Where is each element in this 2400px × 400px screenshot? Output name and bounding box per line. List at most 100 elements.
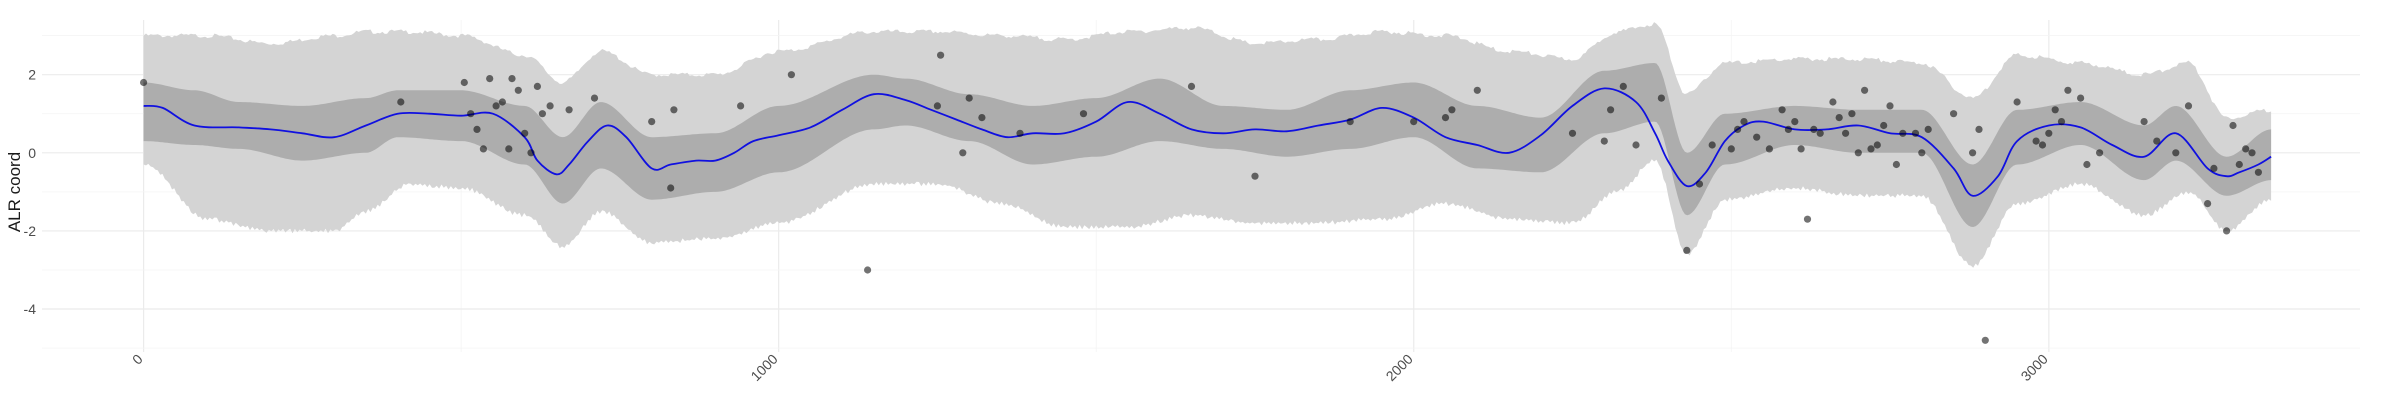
data-point bbox=[1016, 129, 1024, 137]
data-point bbox=[1607, 106, 1615, 114]
data-point bbox=[1842, 129, 1850, 137]
data-point bbox=[2248, 149, 2256, 157]
data-point bbox=[1861, 86, 1869, 94]
data-point bbox=[397, 98, 405, 106]
data-point bbox=[1708, 141, 1716, 149]
inner-confidence-band-layer bbox=[143, 63, 2272, 227]
data-point bbox=[648, 118, 656, 126]
data-point bbox=[460, 78, 468, 87]
data-point bbox=[978, 114, 986, 122]
data-point bbox=[1911, 129, 1920, 137]
data-point bbox=[2242, 145, 2250, 153]
data-point bbox=[937, 51, 945, 59]
data-point bbox=[1981, 336, 1989, 344]
y-tick-label: -2 bbox=[24, 223, 37, 239]
x-tick-label: 1000 bbox=[747, 351, 780, 384]
data-point bbox=[1695, 180, 1704, 188]
data-point bbox=[533, 82, 542, 90]
data-point bbox=[2184, 102, 2193, 110]
data-point bbox=[2064, 86, 2072, 94]
data-point bbox=[514, 86, 522, 94]
data-point bbox=[1886, 102, 1894, 110]
y-tick-label: 0 bbox=[28, 145, 36, 161]
data-point bbox=[538, 110, 547, 118]
data-point bbox=[479, 145, 487, 153]
data-point bbox=[2172, 149, 2180, 157]
data-point bbox=[505, 145, 513, 153]
data-point bbox=[1854, 149, 1862, 157]
x-tick-label: 3000 bbox=[2018, 351, 2051, 384]
data-point bbox=[933, 102, 942, 110]
data-point bbox=[2229, 121, 2237, 130]
data-point bbox=[2051, 106, 2059, 114]
data-point bbox=[1892, 160, 1900, 169]
data-point bbox=[2038, 141, 2047, 149]
data-point bbox=[2045, 129, 2053, 137]
data-point bbox=[2096, 149, 2104, 157]
data-point bbox=[1975, 125, 1983, 133]
x-tick-label: 0 bbox=[129, 351, 146, 368]
data-point bbox=[546, 102, 554, 110]
data-point bbox=[1778, 106, 1786, 114]
data-point bbox=[2204, 200, 2212, 208]
data-point bbox=[1740, 118, 1748, 126]
data-point bbox=[787, 71, 796, 79]
data-point bbox=[1251, 172, 1259, 180]
data-point bbox=[1918, 149, 1926, 157]
data-point bbox=[1873, 141, 1881, 149]
data-point bbox=[1867, 145, 1875, 153]
data-point bbox=[864, 266, 872, 274]
data-point bbox=[565, 106, 573, 114]
data-point bbox=[1079, 110, 1088, 118]
mean-line bbox=[143, 87, 2272, 197]
data-point bbox=[2032, 137, 2040, 145]
data-point bbox=[1950, 110, 1958, 118]
data-point bbox=[498, 98, 506, 106]
data-point bbox=[2140, 118, 2148, 126]
data-point bbox=[667, 184, 675, 192]
data-point bbox=[1784, 125, 1792, 133]
data-point bbox=[1753, 133, 1761, 141]
x-tick-label: 2000 bbox=[1383, 351, 1416, 384]
y-tick-label: 2 bbox=[28, 67, 36, 83]
data-point bbox=[1924, 125, 1932, 133]
data-point bbox=[959, 149, 967, 157]
data-point bbox=[1810, 125, 1818, 133]
data-point bbox=[2210, 164, 2218, 172]
data-point bbox=[1441, 114, 1450, 122]
mean-line-layer bbox=[143, 87, 2272, 197]
data-point bbox=[965, 94, 973, 102]
y-tick-label: -4 bbox=[24, 301, 37, 317]
data-point bbox=[1448, 106, 1456, 114]
data-point bbox=[1473, 86, 1481, 94]
data-point bbox=[521, 129, 529, 137]
data-point bbox=[737, 102, 745, 110]
y-axis-title: ALR coord bbox=[5, 152, 24, 232]
data-point bbox=[2013, 98, 2021, 106]
data-point bbox=[1829, 98, 1837, 106]
data-point bbox=[492, 102, 500, 110]
data-point bbox=[508, 75, 516, 83]
data-point bbox=[467, 110, 475, 118]
data-point bbox=[140, 78, 148, 87]
data-point bbox=[527, 149, 535, 157]
data-point bbox=[1568, 129, 1577, 137]
data-point bbox=[2235, 160, 2243, 169]
inner-confidence-band bbox=[143, 63, 2272, 227]
data-point bbox=[1765, 145, 1773, 153]
data-point bbox=[670, 106, 678, 114]
data-point bbox=[1683, 246, 1691, 254]
data-point bbox=[1848, 110, 1856, 118]
data-point bbox=[1346, 118, 1354, 126]
data-point bbox=[473, 125, 481, 133]
data-point bbox=[590, 94, 599, 102]
data-point bbox=[1791, 118, 1799, 126]
data-point bbox=[1797, 145, 1805, 153]
data-point bbox=[1734, 125, 1742, 133]
data-point bbox=[2153, 137, 2161, 145]
data-point bbox=[2077, 94, 2085, 102]
data-point bbox=[1803, 215, 1812, 223]
data-point bbox=[1835, 114, 1843, 122]
data-point bbox=[2057, 118, 2066, 126]
